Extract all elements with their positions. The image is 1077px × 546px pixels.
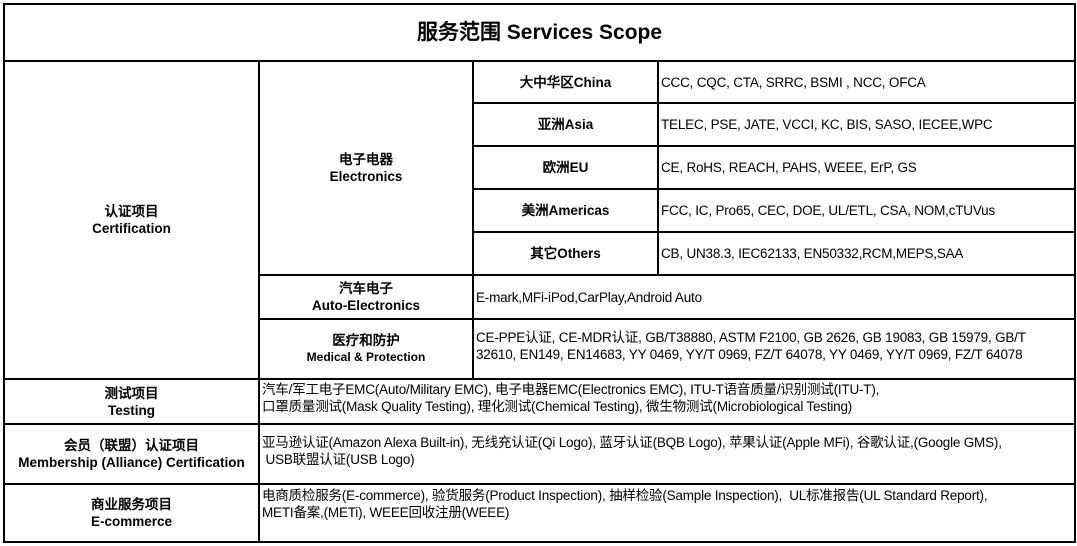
label-cn: 测试项目 <box>104 385 159 401</box>
ecommerce-label: 商业服务项目 E-commerce <box>3 483 260 543</box>
standards-others: CB, UN38.3, IEC62133, EN50332,RCM,MEPS,S… <box>656 231 1077 276</box>
standards-americas: FCC, IC, Pro65, CEC, DOE, UL/ETL, CSA, N… <box>656 188 1077 233</box>
line: 亚马逊认证(Amazon Alexa Built-in), 无线充认证(Qi L… <box>262 435 1002 450</box>
label-cn: 电子电器 <box>339 152 393 167</box>
label-en: Membership (Alliance) Certification <box>18 455 245 470</box>
standards-eu: CE, RoHS, REACH, PAHS, WEEE, ErP, GS <box>656 145 1077 190</box>
line: 口罩质量测试(Mask Quality Testing), 理化测试(Chemi… <box>262 399 853 414</box>
label-en: E-commerce <box>90 514 173 529</box>
label-cn: 商业服务项目 <box>91 497 172 512</box>
medical-standards: CE-PPE认证, CE-MDR认证, GB/T38880, ASTM F210… <box>471 318 1077 380</box>
region-eu: 欧洲EU <box>472 145 659 190</box>
testing-label: 测试项目 Testing <box>3 378 260 425</box>
label-cn: 医疗和防护 <box>332 333 400 348</box>
ecommerce-items: 电商质检服务(E-commerce), 验货服务(Product Inspect… <box>257 483 1077 543</box>
line: METI备案,(METi), WEEE回收注册(WEEE) <box>262 505 510 520</box>
line: CE-PPE认证, CE-MDR认证, GB/T38880, ASTM F210… <box>476 330 1026 345</box>
services-scope-table: 服务范围 Services Scope 认证项目 Certification 电子… <box>2 3 1077 543</box>
label-en: Testing <box>108 402 155 418</box>
line: 32610, EN149, EN14683, YY 0469, YY/T 096… <box>476 347 1023 362</box>
label-en: Auto-Electronics <box>311 298 420 313</box>
label-en: Electronics <box>329 169 403 184</box>
electronics-label: 电子电器 Electronics <box>258 60 474 276</box>
testing-items: 汽车/军工电子EMC(Auto/Military EMC), 电子电器EMC(E… <box>257 378 1077 425</box>
standards-china: CCC, CQC, CTA, SRRC, BSMI , NCC, OFCA <box>656 60 1077 104</box>
auto-electronics-label: 汽车电子 Auto-Electronics <box>258 274 474 320</box>
line: 汽车/军工电子EMC(Auto/Military EMC), 电子电器EMC(E… <box>262 382 880 397</box>
label-en: Certification <box>92 221 171 236</box>
region-china: 大中华区China <box>472 60 659 104</box>
page-title: 服务范围 Services Scope <box>2 3 1077 62</box>
label-cn: 会员（联盟）认证项目 <box>64 438 199 453</box>
label-cn: 认证项目 <box>104 204 159 219</box>
medical-label: 医疗和防护 Medical & Protection <box>258 318 474 380</box>
auto-electronics-standards: E-mark,MFi-iPod,CarPlay,Android Auto <box>471 274 1077 320</box>
line: USB联盟认证(USB Logo) <box>262 452 415 467</box>
standards-asia: TELEC, PSE, JATE, VCCI, KC, BIS, SASO, I… <box>656 102 1077 147</box>
line: 电商质检服务(E-commerce), 验货服务(Product Inspect… <box>262 488 988 503</box>
region-americas: 美洲Americas <box>472 188 659 233</box>
certification-label: 认证项目 Certification <box>3 60 260 380</box>
membership-items: 亚马逊认证(Amazon Alexa Built-in), 无线充认证(Qi L… <box>257 423 1077 485</box>
region-others: 其它Others <box>472 231 659 276</box>
label-en: Medical & Protection <box>306 350 426 364</box>
label-cn: 汽车电子 <box>339 281 393 296</box>
region-asia: 亚洲Asia <box>472 102 659 147</box>
membership-label: 会员（联盟）认证项目 Membership (Alliance) Certific… <box>3 423 260 485</box>
